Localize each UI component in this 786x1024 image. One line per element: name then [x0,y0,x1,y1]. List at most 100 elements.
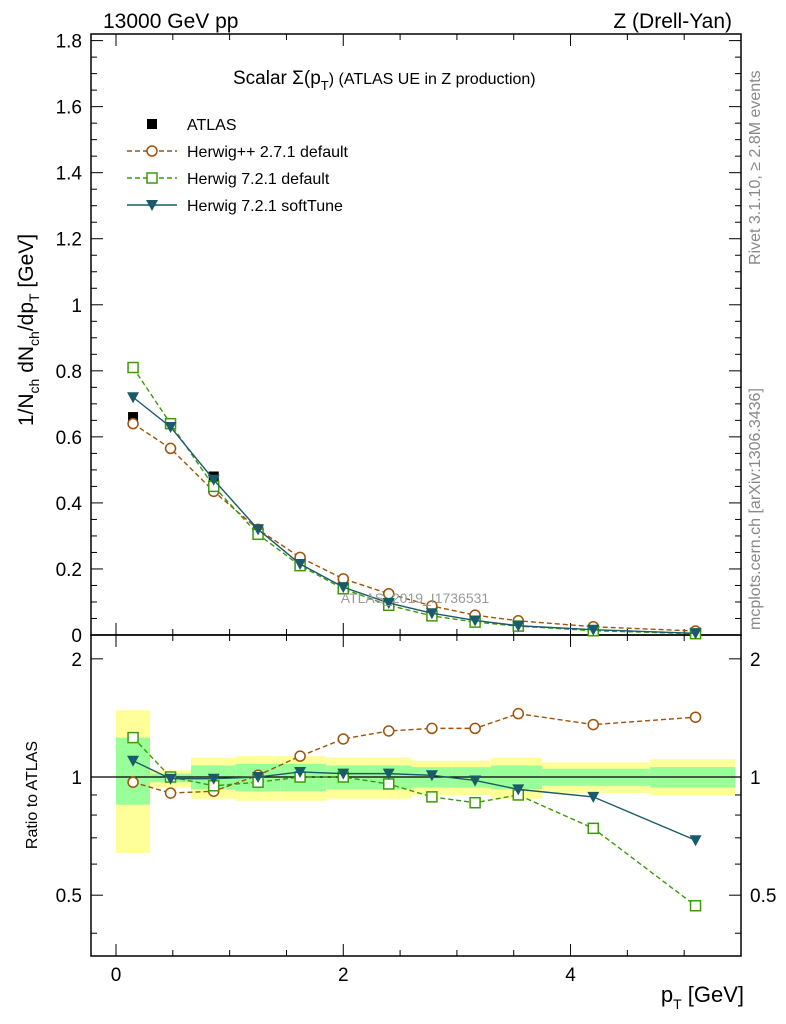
legend-marker [146,145,158,157]
plot-title-sub: T [321,78,329,93]
y-tick-label: 1 [71,296,82,317]
y-label-unit: [GeV] [15,234,38,294]
y-label-sub-3: T [26,293,42,302]
x-tick-label: 4 [565,965,576,986]
ratio-data-point [587,718,600,731]
main-data-point [128,412,139,423]
mcplots-label: mcplots.cern.ch [arXiv:1306.3436] [747,388,764,630]
y-label-part-3: /dp [15,302,38,331]
ratio-data-point [164,773,177,785]
main-data-point [337,582,350,594]
ratio-data-point [382,768,395,780]
header-right-label: Z (Drell-Yan) [613,10,732,33]
ratio-data-point [382,778,395,790]
y-label-part-2: dN [15,346,38,379]
y-axis-label-ratio: Ratio to ATLAS [24,741,41,849]
main-data-point [469,615,482,627]
main-data-point [294,559,307,571]
axis-ticks: 0 2 4 0 0.2 0.4 0.6 0.8 1 1.2 1.4 1.6 1.8 0.5 0.5 1 1 2 2 [56,32,777,986]
y-tick-label: 0 [71,626,82,647]
y-tick-label: 1.6 [56,98,82,119]
ratio-series-line [132,760,696,841]
ratio-series-line [132,712,696,794]
ratio-data-point [469,775,482,787]
plot-title: Scalar Σ(pT) (ATLAS UE in Z production) [233,68,536,93]
legend-label: Herwig 7.2.1 softTune [187,198,343,215]
ratio-data-point [469,722,481,735]
ratio-data-point [587,791,600,803]
analysis-watermark: ATLAS_2019_I1736531 [341,590,490,606]
x-label-main: p [661,982,673,1007]
main-data-point [425,608,438,620]
ratio-y-tick-label: 0.5 [56,886,82,907]
ratio-y-tick-label-right: 2 [750,650,761,671]
main-data-point [127,417,139,430]
y-tick-label: 0.8 [56,362,82,383]
ratio-data-point [252,772,265,784]
main-data-point [127,361,139,374]
ratio-data-point [127,776,139,788]
x-tick-label: 2 [338,965,349,986]
ratio-data-point [425,770,438,782]
ratio-data-point [689,711,702,723]
y-tick-label: 0.4 [56,494,83,515]
y-axis-label-main: 1/Nch dNch/dpT [GeV] [15,234,42,426]
ratio-data-point [512,784,525,796]
ratio-data-point [337,768,350,780]
ratio-y-tick-label-right: 0.5 [750,886,776,907]
y-tick-label: 1.2 [56,230,82,251]
main-data-point [127,392,140,404]
ratio-data-point [294,766,307,778]
main-data-point [207,474,220,486]
plot-title-main: Scalar Σ(p [233,68,321,89]
x-label-sub: T [673,996,682,1012]
main-data-point [512,620,525,632]
legend: ATLAS Herwig++ 2.7.1 default Herwig 7.2.1 … [127,117,349,215]
y-tick-label: 0.2 [56,560,82,581]
x-tick-label: 0 [111,965,122,986]
main-series-group [127,361,702,640]
legend-label: ATLAS [187,117,237,134]
main-data-point [382,597,395,609]
legend-marker [146,200,158,211]
ratio-data-point [512,707,525,720]
ratio-y-tick-label: 2 [71,650,82,671]
main-data-point [164,421,177,433]
ratio-uncertainty-bands [91,710,741,854]
ratio-y-tick-label-right: 1 [750,768,761,789]
y-tick-label: 1.4 [56,164,83,185]
x-axis-label: pT [GeV] [661,982,744,1012]
y-tick-label: 1.8 [56,32,82,53]
ratio-y-tick-label: 1 [71,768,82,789]
ratio-data-point [469,796,481,809]
ratio-data-point [689,899,702,912]
main-data-point [689,628,702,640]
ratio-data-point [207,773,220,785]
legend-marker [146,172,158,184]
ratio-data-point [689,835,702,847]
ratio-series-group [127,707,702,912]
legend-label: Herwig 7.2.1 default [187,171,330,188]
ratio-data-point [127,731,139,744]
ratio-data-point [382,725,395,737]
y-label-sub-2: ch [26,331,42,346]
ratio-data-point [127,755,140,767]
legend-label: Herwig++ 2.7.1 default [187,144,349,161]
ratio-data-point [426,722,438,735]
ratio-panel-frame [90,634,742,957]
y-tick-label: 0.6 [56,428,82,449]
x-label-unit: [GeV] [682,982,744,1007]
header-left-label: 13000 GeV pp [103,10,238,33]
ratio-data-point [164,787,177,799]
main-series-line [132,367,696,635]
plot-title-tail: ) (ATLAS UE in Z production) [329,71,536,88]
ratio-data-point [294,750,306,762]
rivet-label: Rivet 3.1.10, ≥ 2.8M events [747,70,764,265]
ratio-data-point [587,822,600,835]
ratio-data-point [426,791,438,803]
ratio-data-point [337,733,350,745]
main-data-point [252,524,265,536]
main-data-point [164,442,177,455]
ratio-band-inner [116,737,151,805]
